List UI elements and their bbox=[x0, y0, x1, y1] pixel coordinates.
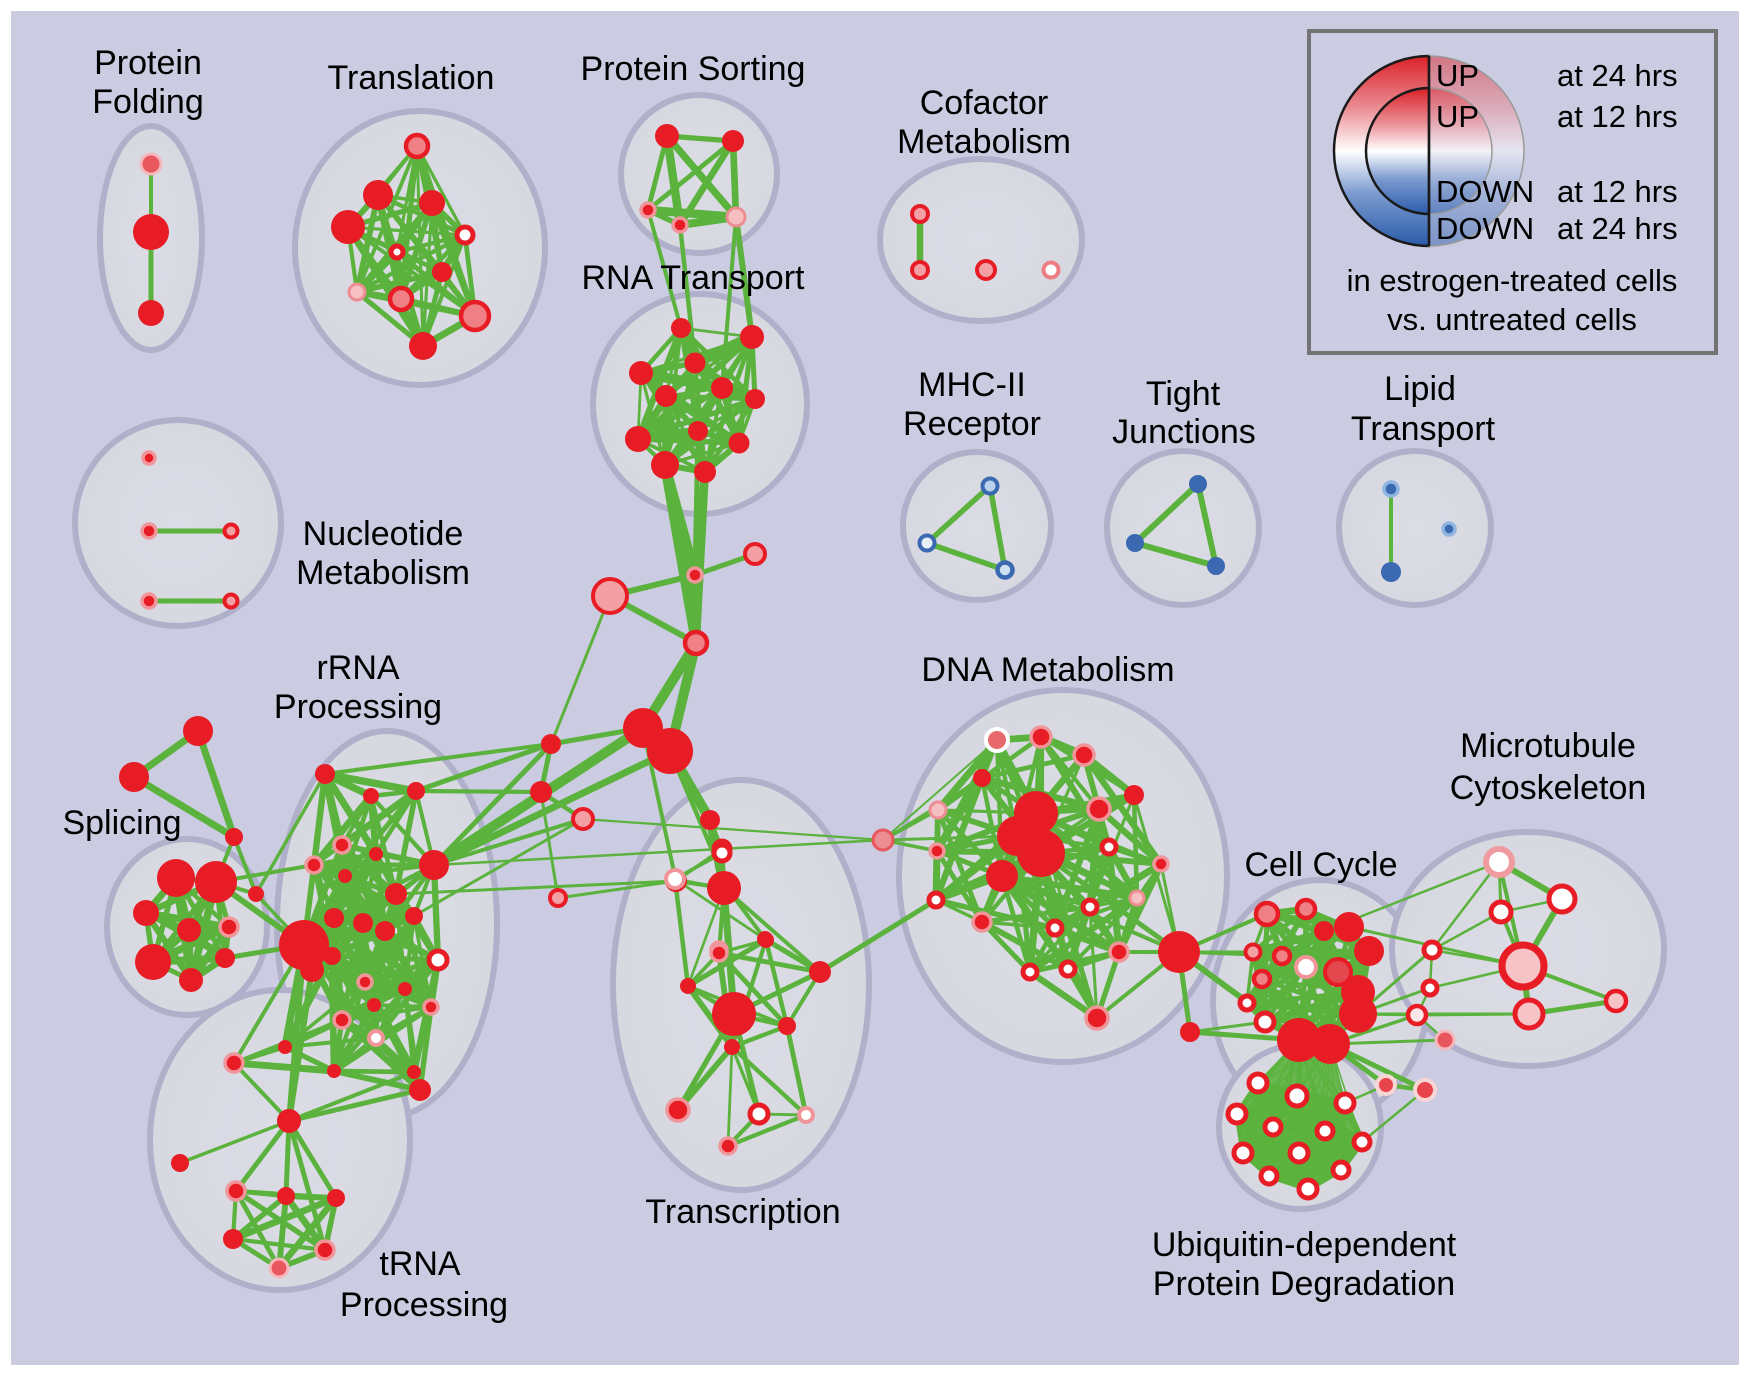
svg-text:Protein Degradation: Protein Degradation bbox=[1153, 1265, 1455, 1303]
svg-text:Processing: Processing bbox=[274, 688, 442, 726]
svg-text:Cofactor: Cofactor bbox=[920, 84, 1049, 122]
svg-text:Transcription: Transcription bbox=[645, 1193, 840, 1231]
svg-text:UP: UP bbox=[1436, 99, 1479, 134]
svg-text:at 24 hrs: at 24 hrs bbox=[1557, 211, 1678, 246]
svg-text:Processing: Processing bbox=[340, 1286, 508, 1324]
svg-text:RNA Transport: RNA Transport bbox=[582, 259, 806, 297]
svg-text:at 24 hrs: at 24 hrs bbox=[1557, 58, 1678, 93]
svg-text:Protein Sorting: Protein Sorting bbox=[581, 50, 806, 88]
svg-text:vs. untreated cells: vs. untreated cells bbox=[1387, 302, 1637, 337]
svg-text:DNA Metabolism: DNA Metabolism bbox=[921, 651, 1174, 689]
svg-text:MHC-II: MHC-II bbox=[918, 366, 1026, 404]
svg-text:Microtubule: Microtubule bbox=[1460, 727, 1636, 765]
svg-text:DOWN: DOWN bbox=[1436, 174, 1534, 209]
svg-text:Cell Cycle: Cell Cycle bbox=[1244, 846, 1397, 884]
svg-text:rRNA: rRNA bbox=[316, 649, 399, 687]
svg-text:Lipid: Lipid bbox=[1384, 370, 1456, 408]
svg-text:Junctions: Junctions bbox=[1112, 413, 1256, 451]
svg-text:tRNA: tRNA bbox=[379, 1245, 461, 1283]
svg-text:Cytoskeleton: Cytoskeleton bbox=[1450, 769, 1647, 807]
svg-text:DOWN: DOWN bbox=[1436, 211, 1534, 246]
svg-text:Splicing: Splicing bbox=[62, 804, 181, 842]
svg-text:UP: UP bbox=[1436, 58, 1479, 93]
svg-text:at 12 hrs: at 12 hrs bbox=[1557, 174, 1678, 209]
svg-text:Nucleotide: Nucleotide bbox=[303, 515, 464, 553]
svg-text:Translation: Translation bbox=[328, 59, 495, 97]
svg-text:at 12 hrs: at 12 hrs bbox=[1557, 99, 1678, 134]
svg-text:Metabolism: Metabolism bbox=[296, 554, 470, 592]
svg-text:Transport: Transport bbox=[1351, 410, 1496, 448]
svg-text:in estrogen-treated cells: in estrogen-treated cells bbox=[1347, 263, 1678, 298]
svg-text:Folding: Folding bbox=[92, 83, 204, 121]
svg-text:Metabolism: Metabolism bbox=[897, 123, 1071, 161]
svg-text:Ubiquitin-dependent: Ubiquitin-dependent bbox=[1152, 1226, 1457, 1264]
svg-text:Tight: Tight bbox=[1146, 375, 1221, 413]
svg-text:Protein: Protein bbox=[94, 44, 202, 82]
svg-text:Receptor: Receptor bbox=[903, 405, 1041, 443]
